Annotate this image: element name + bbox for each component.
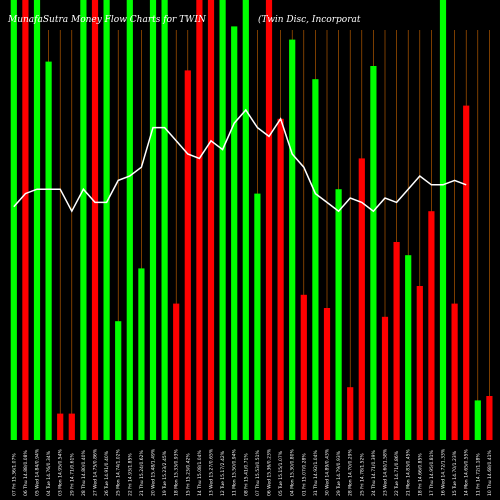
bar [68,413,75,440]
x-tick-label: 20 Wed 15.48/1.49% [151,448,157,496]
x-tick-label: 03 Mon 14.95/0.54% [58,449,64,496]
x-tick-label: 28 Thu 14.80/0.40% [81,450,87,496]
x-tick-label: 04 Mon 15.30/0.80% [290,449,296,496]
x-tick-label: 01 Fri 15.07/0.28% [301,453,307,496]
x-tick-label: 24 Thu 14.71/0.39% [371,450,377,496]
x-tick-label: 06 Thu 14.88/0.08% [23,450,29,496]
bar [231,26,238,441]
x-tick-label: 15 Tue 14.70/1.23% [452,450,458,496]
bar [196,0,203,440]
bar [115,321,122,440]
x-tick-label: 30 Wed 14.89/0.43% [325,448,331,496]
x-tick-label: 25 Fri 14.78/1.52% [359,453,365,496]
x-tick-label: 05 Tue 15.15/1.07% [278,450,284,496]
x-tick-label: 26 Tue 14.91/0.40% [104,450,110,496]
x-tick-label: 22 Fri 14.93/1.85% [127,453,133,496]
x-tick-label: 10 Thu 14.68/0.41% [487,450,493,496]
bar [439,0,447,440]
bar [254,193,261,440]
bar [405,255,412,440]
bar [312,79,319,440]
flow-line [13,108,467,213]
x-tick-label: 19 Tue 15.23/2.45% [162,450,168,496]
bar [323,308,331,440]
bars [10,0,493,441]
bar [381,316,389,440]
x-tick-labels: 07 Fri 15.36/1.07% 06 Thu 14.88/0.08% 05 W… [11,448,493,496]
x-tick-label: 14 Thu 15.08/1.04% [197,450,203,496]
x-tick-label: 21 Mon 14.83/0.45% [406,449,412,496]
bar [149,0,157,440]
x-tick-label: 14 Mon 14.65/0.55% [464,449,470,496]
bar [463,105,470,440]
bar [126,0,133,440]
bar [265,0,273,440]
bar [335,189,342,440]
bar [300,294,307,440]
x-tick-label: 21 Thu 15.24/0.62% [139,450,145,496]
x-tick-label: 29 Fri 14.71/0.61% [69,453,75,496]
bar [451,303,458,440]
bar [289,39,296,440]
x-tick-label: 25 Mon 14.74/1.02% [116,449,122,496]
x-tick-label: 05 Wed 14.84/0.94% [35,448,41,496]
bar [103,0,110,440]
x-tick-label: 13 Wed 15.27/0.65% [209,448,215,496]
bar [138,268,145,440]
bar [22,0,29,440]
bar [474,400,481,440]
chart-subtitle: (Twin Disc, Incorporat [258,14,361,25]
bar [219,0,226,440]
x-tick-label: 18 Mon 15.33/0.93% [174,449,180,496]
x-tick-label: 27 Wed 14.75/0.86% [93,448,99,496]
bar [277,118,284,441]
bar [428,211,435,440]
x-tick-label: 08 Fri 15.41/0.71% [243,453,249,496]
x-tick-label: 16 Wed 14.72/1.33% [441,448,447,496]
bar [80,0,87,440]
x-tick-label: 11 Mon 15.50/0.94% [232,449,238,496]
bar [33,0,41,440]
x-tick-label: 12 Tue 15.17/2.42% [220,450,226,496]
x-tick-label: 31 Thu 14.92/1.04% [313,450,319,496]
x-tick-label: 07 Thu 15.53/0.51% [255,450,261,496]
x-tick-label: 06 Wed 15.36/0.23% [267,448,273,496]
bar [207,0,215,440]
bar [393,242,400,440]
x-tick-label: 17 Thu 14.95/0.81% [429,450,435,496]
bar [370,66,377,440]
x-tick-label: 11 Fri 14.72/1.18% [475,453,481,496]
x-tick-label: 23 Wed 14.60/1.58% [383,448,389,496]
bar [161,0,168,440]
x-tick-label: 22 Tue 14.71/0.86% [394,450,400,496]
bar [242,0,249,440]
bar [358,158,365,440]
x-tick-label: 18 Fri 14.66/0.85% [417,453,423,496]
x-tick-label: 15 Fri 15.23/0.42% [185,453,191,496]
bar [91,0,99,440]
bar [184,70,191,441]
bar [10,0,17,440]
chart-title: MunafaSutra Money Flow Charts for TWIN [7,15,207,25]
bar [486,396,493,440]
x-tick-label: 29 Tue 14.79/0.93% [336,450,342,496]
bar [57,413,64,440]
bar [45,61,52,440]
bar [173,303,180,440]
bar [416,286,423,440]
x-tick-label: 28 Mon 14.70/0.29% [348,449,354,496]
x-tick-label: 04 Tue 14.76/0.34% [46,450,52,496]
bar [347,387,354,440]
x-tick-label: 07 Fri 15.36/1.07% [11,453,17,496]
